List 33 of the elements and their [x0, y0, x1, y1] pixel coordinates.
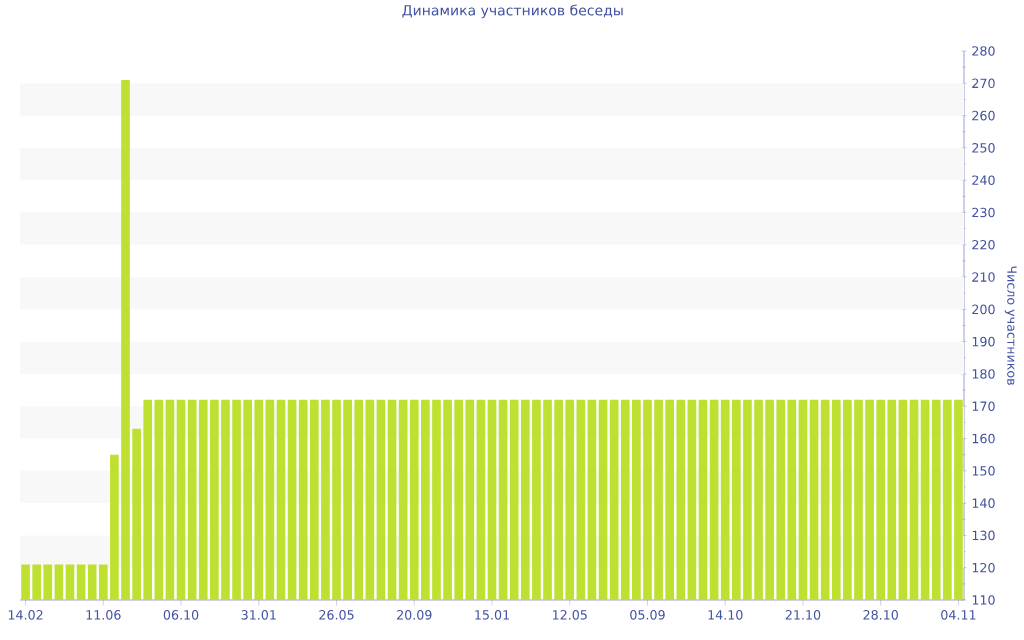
- y-tick-label: 120: [972, 562, 995, 573]
- y-tick-label: 260: [972, 110, 995, 121]
- x-tick-label: 31.01: [241, 610, 276, 620]
- chart-title: Динамика участников беседы: [402, 4, 623, 19]
- y-axis-title: Число участников: [1004, 266, 1017, 385]
- y-tick-label: 150: [972, 466, 995, 476]
- y-tick-label: 130: [972, 530, 995, 541]
- y-tick-label: 210: [972, 272, 995, 282]
- y-tick-label: 110: [972, 595, 995, 605]
- x-tick-label: 11.06: [86, 610, 121, 620]
- x-tick-label: 28.10: [863, 610, 898, 620]
- x-tick-label: 15.01: [475, 610, 509, 620]
- x-tick-label: 20.09: [397, 610, 432, 620]
- y-tick-label: 180: [972, 369, 995, 379]
- x-tick-label: 04.11: [941, 610, 976, 620]
- x-tick-label: 26.05: [319, 610, 354, 620]
- y-tick-label: 190: [972, 336, 995, 347]
- x-tick-label: 21.10: [785, 610, 821, 620]
- y-tick-label: 270: [972, 78, 995, 89]
- y-tick-label: 200: [972, 304, 995, 315]
- x-tick-label: 12.05: [553, 610, 587, 620]
- y-tick-label: 220: [972, 239, 995, 250]
- y-tick-label: 250: [972, 143, 995, 153]
- y-tick-label: 280: [972, 46, 995, 56]
- x-tick-label: 05.09: [630, 610, 665, 620]
- x-tick-label: 14.10: [708, 610, 743, 620]
- y-tick-label: 140: [972, 498, 995, 508]
- y-tick-label: 170: [972, 401, 995, 412]
- x-tick-label: 14.02: [8, 610, 43, 620]
- y-tick-label: 230: [972, 207, 995, 218]
- x-tick-label: 06.10: [163, 610, 199, 620]
- y-tick-label: 160: [972, 433, 995, 444]
- y-tick-label: 240: [972, 175, 995, 185]
